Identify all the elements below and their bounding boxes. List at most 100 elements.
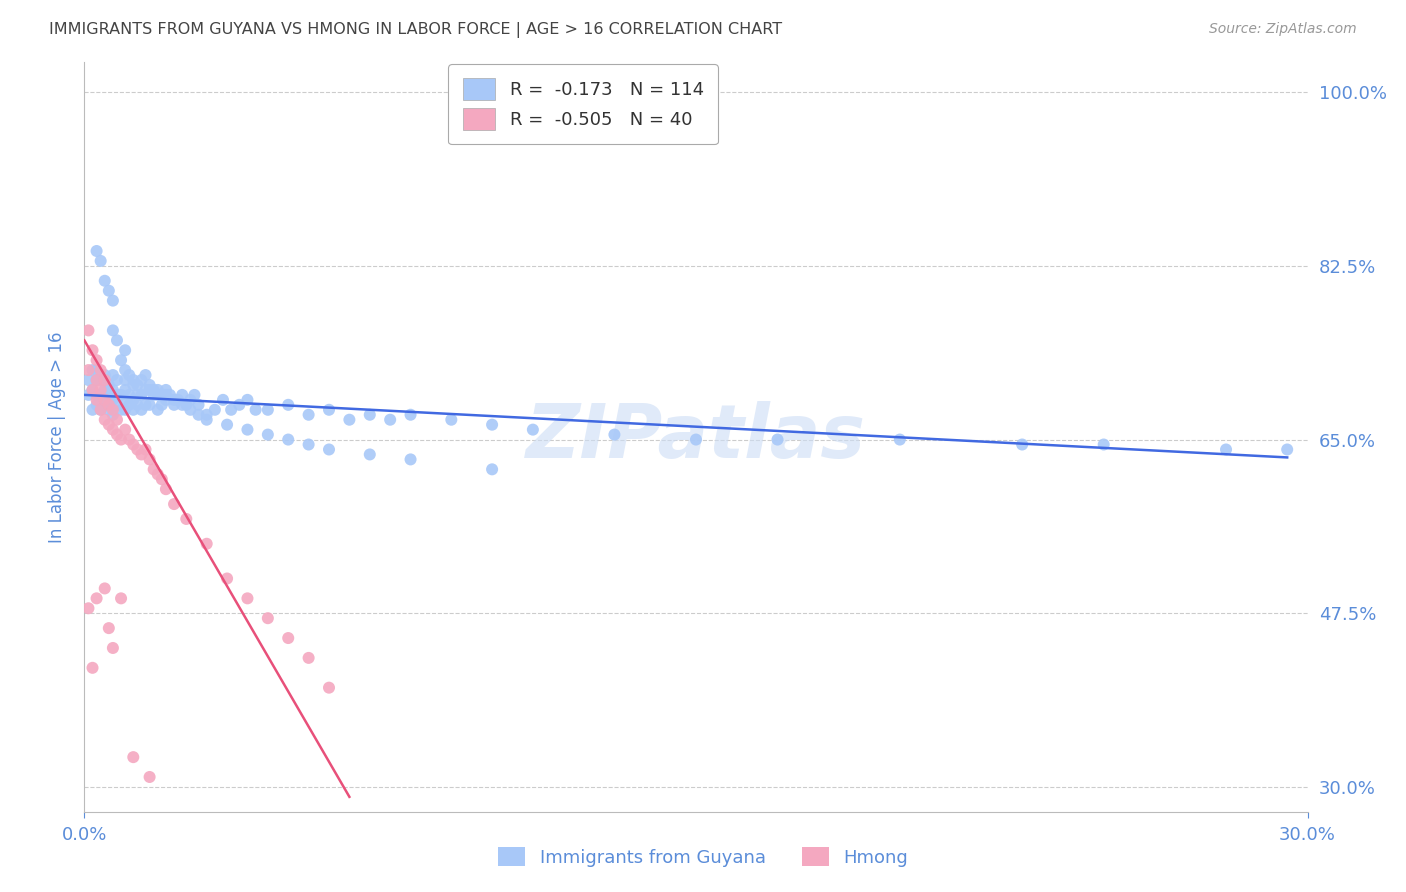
Point bbox=[118, 433, 141, 447]
Point bbox=[93, 274, 115, 288]
Point bbox=[135, 442, 157, 457]
Point bbox=[114, 423, 136, 437]
Point bbox=[142, 462, 165, 476]
Point bbox=[122, 373, 145, 387]
Point bbox=[138, 383, 160, 397]
Point bbox=[82, 661, 104, 675]
Point bbox=[77, 363, 100, 377]
Point bbox=[97, 378, 120, 392]
Point bbox=[146, 467, 169, 482]
Point bbox=[159, 388, 181, 402]
Point bbox=[481, 462, 503, 476]
Point bbox=[101, 293, 124, 308]
Point bbox=[101, 323, 124, 337]
Point bbox=[217, 417, 239, 432]
Point bbox=[97, 621, 120, 635]
Point bbox=[277, 398, 299, 412]
Point bbox=[77, 323, 100, 337]
Point bbox=[1092, 437, 1115, 451]
Point bbox=[163, 398, 186, 412]
Point bbox=[135, 398, 157, 412]
Text: IMMIGRANTS FROM GUYANA VS HMONG IN LABOR FORCE | AGE > 16 CORRELATION CHART: IMMIGRANTS FROM GUYANA VS HMONG IN LABOR… bbox=[49, 22, 782, 38]
Point bbox=[359, 408, 381, 422]
Point bbox=[97, 398, 120, 412]
Point bbox=[187, 408, 209, 422]
Point bbox=[195, 408, 218, 422]
Point bbox=[90, 402, 112, 417]
Point bbox=[97, 284, 120, 298]
Point bbox=[146, 388, 169, 402]
Point bbox=[766, 433, 789, 447]
Point bbox=[114, 343, 136, 358]
Point bbox=[105, 413, 128, 427]
Point bbox=[183, 388, 205, 402]
Point bbox=[110, 591, 132, 606]
Point bbox=[219, 402, 242, 417]
Point bbox=[440, 413, 463, 427]
Point bbox=[118, 368, 141, 382]
Point bbox=[163, 392, 186, 407]
Point bbox=[399, 452, 422, 467]
Point bbox=[93, 413, 115, 427]
Point bbox=[118, 398, 141, 412]
Point bbox=[138, 770, 160, 784]
Point bbox=[150, 388, 173, 402]
Point bbox=[101, 392, 124, 407]
Point bbox=[101, 408, 124, 422]
Point bbox=[172, 398, 194, 412]
Point bbox=[82, 383, 104, 397]
Point bbox=[77, 601, 100, 615]
Point bbox=[114, 402, 136, 417]
Point bbox=[105, 398, 128, 412]
Point bbox=[131, 388, 153, 402]
Point bbox=[110, 388, 132, 402]
Point bbox=[86, 591, 108, 606]
Point bbox=[105, 427, 128, 442]
Point bbox=[90, 402, 112, 417]
Point bbox=[86, 353, 108, 368]
Point bbox=[105, 373, 128, 387]
Point bbox=[318, 402, 340, 417]
Point bbox=[86, 388, 108, 402]
Point bbox=[135, 383, 157, 397]
Point bbox=[1011, 437, 1033, 451]
Point bbox=[122, 402, 145, 417]
Point bbox=[236, 423, 259, 437]
Point bbox=[86, 363, 108, 377]
Point bbox=[603, 427, 626, 442]
Point bbox=[179, 402, 201, 417]
Point bbox=[150, 472, 173, 486]
Point bbox=[146, 383, 169, 397]
Point bbox=[86, 392, 108, 407]
Point bbox=[86, 398, 108, 412]
Point bbox=[122, 750, 145, 764]
Point bbox=[82, 402, 104, 417]
Point bbox=[138, 452, 160, 467]
Y-axis label: In Labor Force | Age > 16: In Labor Force | Age > 16 bbox=[48, 331, 66, 543]
Point bbox=[101, 402, 124, 417]
Point bbox=[179, 392, 201, 407]
Point bbox=[277, 631, 299, 645]
Point bbox=[318, 442, 340, 457]
Point bbox=[212, 392, 235, 407]
Point bbox=[110, 433, 132, 447]
Point bbox=[399, 408, 422, 422]
Point bbox=[298, 408, 321, 422]
Point bbox=[257, 402, 280, 417]
Point bbox=[82, 363, 104, 377]
Point bbox=[114, 363, 136, 377]
Point bbox=[127, 378, 149, 392]
Point bbox=[135, 368, 157, 382]
Point bbox=[122, 392, 145, 407]
Point bbox=[127, 398, 149, 412]
Point bbox=[1215, 442, 1237, 457]
Point bbox=[93, 582, 115, 596]
Point bbox=[97, 417, 120, 432]
Point bbox=[155, 383, 177, 397]
Point bbox=[889, 433, 911, 447]
Point bbox=[86, 373, 108, 387]
Point bbox=[155, 388, 177, 402]
Point bbox=[101, 423, 124, 437]
Point bbox=[131, 447, 153, 461]
Point bbox=[131, 402, 153, 417]
